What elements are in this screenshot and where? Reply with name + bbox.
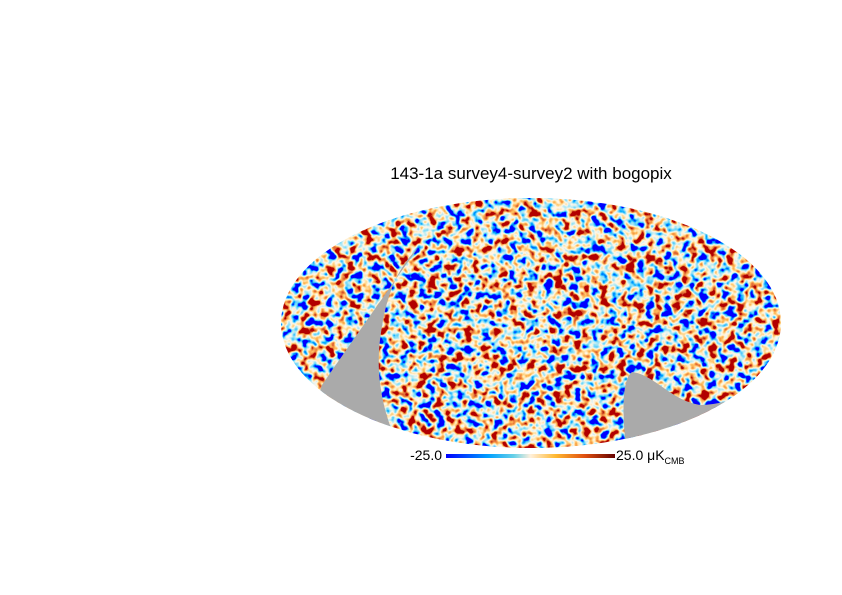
colorbar-max: 25.0 μKCMB — [616, 447, 685, 466]
map-title: 143-1a survey4-survey2 with bogopix — [390, 164, 672, 183]
colorbar-unit-subscript: CMB — [665, 456, 685, 466]
colorbar-min: -25.0 — [410, 447, 442, 463]
colorbar — [446, 454, 615, 458]
colorbar-max-label: 25.0 μK — [616, 447, 665, 463]
mollweide-map — [281, 198, 781, 448]
